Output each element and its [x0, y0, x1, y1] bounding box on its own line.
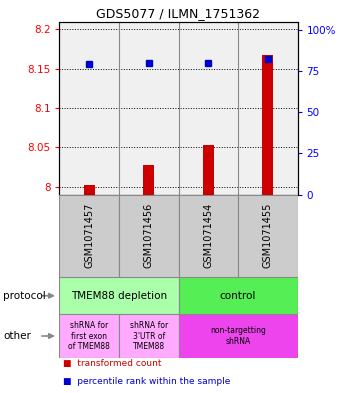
Text: control: control	[220, 291, 256, 301]
Bar	[238, 195, 298, 277]
Text: GSM1071457: GSM1071457	[84, 203, 94, 268]
Bar	[178, 195, 238, 277]
Text: GSM1071454: GSM1071454	[203, 203, 213, 268]
Text: shRNA for
first exon
of TMEM88: shRNA for first exon of TMEM88	[68, 321, 110, 351]
Bar	[143, 165, 154, 195]
Text: shRNA for
3'UTR of
TMEM88: shRNA for 3'UTR of TMEM88	[130, 321, 168, 351]
Bar	[119, 314, 178, 358]
Title: GDS5077 / ILMN_1751362: GDS5077 / ILMN_1751362	[97, 7, 260, 20]
Bar	[59, 314, 119, 358]
Bar	[59, 277, 178, 314]
Text: non-targetting
shRNA: non-targetting shRNA	[210, 326, 266, 346]
Text: ■  transformed count: ■ transformed count	[63, 359, 162, 368]
Text: protocol: protocol	[3, 291, 46, 301]
Bar	[178, 314, 298, 358]
Text: ■  percentile rank within the sample: ■ percentile rank within the sample	[63, 377, 230, 386]
Bar	[203, 145, 214, 195]
Text: GSM1071455: GSM1071455	[263, 203, 273, 268]
Text: TMEM88 depletion: TMEM88 depletion	[71, 291, 167, 301]
Text: GSM1071456: GSM1071456	[144, 203, 154, 268]
Bar	[119, 195, 178, 277]
Bar	[84, 185, 95, 195]
Bar	[178, 277, 298, 314]
Bar	[262, 55, 273, 195]
Bar	[59, 195, 119, 277]
Text: other: other	[3, 331, 31, 341]
